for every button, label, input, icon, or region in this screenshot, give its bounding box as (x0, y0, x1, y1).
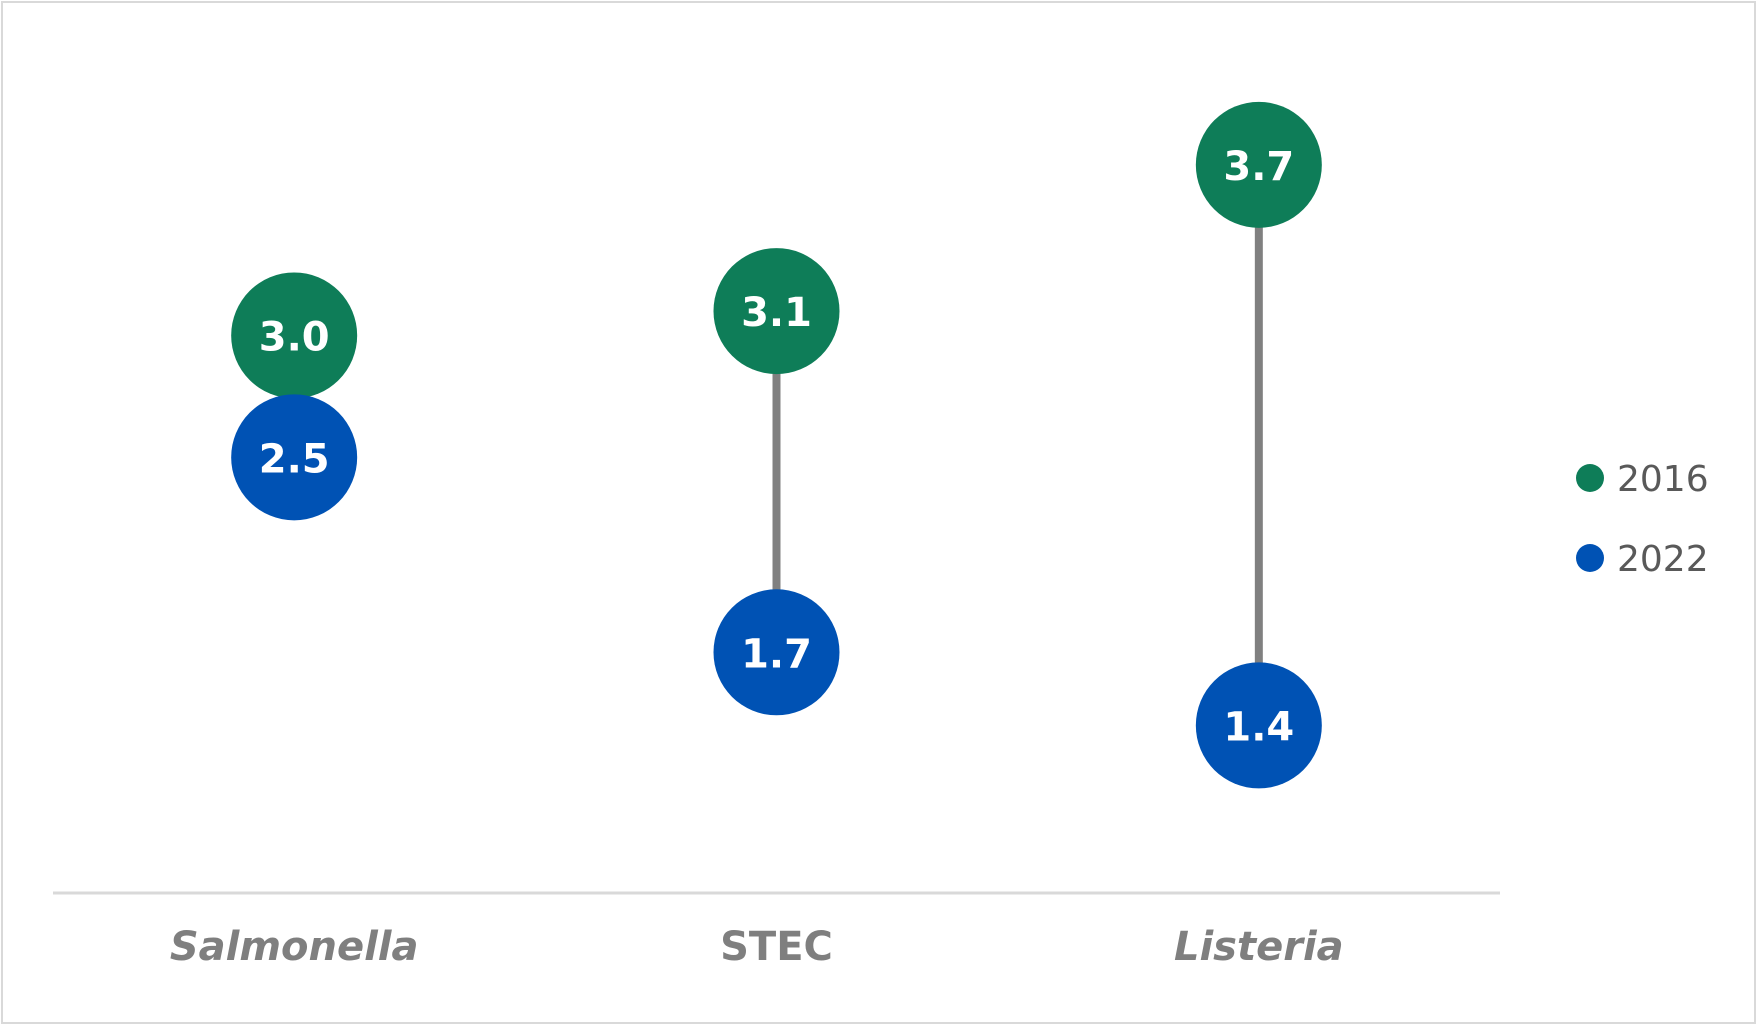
category-label-salmonella: Salmonella (170, 924, 419, 970)
category-label-listeria: Listeria (1174, 924, 1344, 970)
data-label-2016-salmonella: 3.0 (259, 314, 330, 360)
data-label-2016-stec: 3.1 (741, 290, 812, 336)
legend-marker-2022 (1576, 544, 1604, 572)
category-label-stec: STEC (720, 924, 833, 970)
data-label-2022-listeria: 1.4 (1223, 704, 1294, 750)
point-2022-salmonella (231, 394, 358, 521)
point-2022-listeria (1195, 662, 1322, 789)
legend-label-2016: 2016 (1617, 459, 1709, 500)
point-2016-stec (713, 248, 840, 375)
point-2016-listeria (1195, 101, 1322, 228)
data-label-2016-listeria: 3.7 (1223, 144, 1294, 190)
point-2016-salmonella (231, 272, 358, 399)
data-label-2022-stec: 1.7 (741, 631, 812, 677)
legend-marker-2016 (1576, 464, 1604, 492)
legend-label-2022: 2022 (1617, 539, 1709, 580)
data-label-2022-salmonella: 2.5 (259, 436, 330, 482)
point-2022-stec (713, 589, 840, 716)
dumbbell-chart: 3.0 3.1 3.7 2.5 1.7 1.4 Salmonella STEC Listeria… (53, 101, 1709, 970)
